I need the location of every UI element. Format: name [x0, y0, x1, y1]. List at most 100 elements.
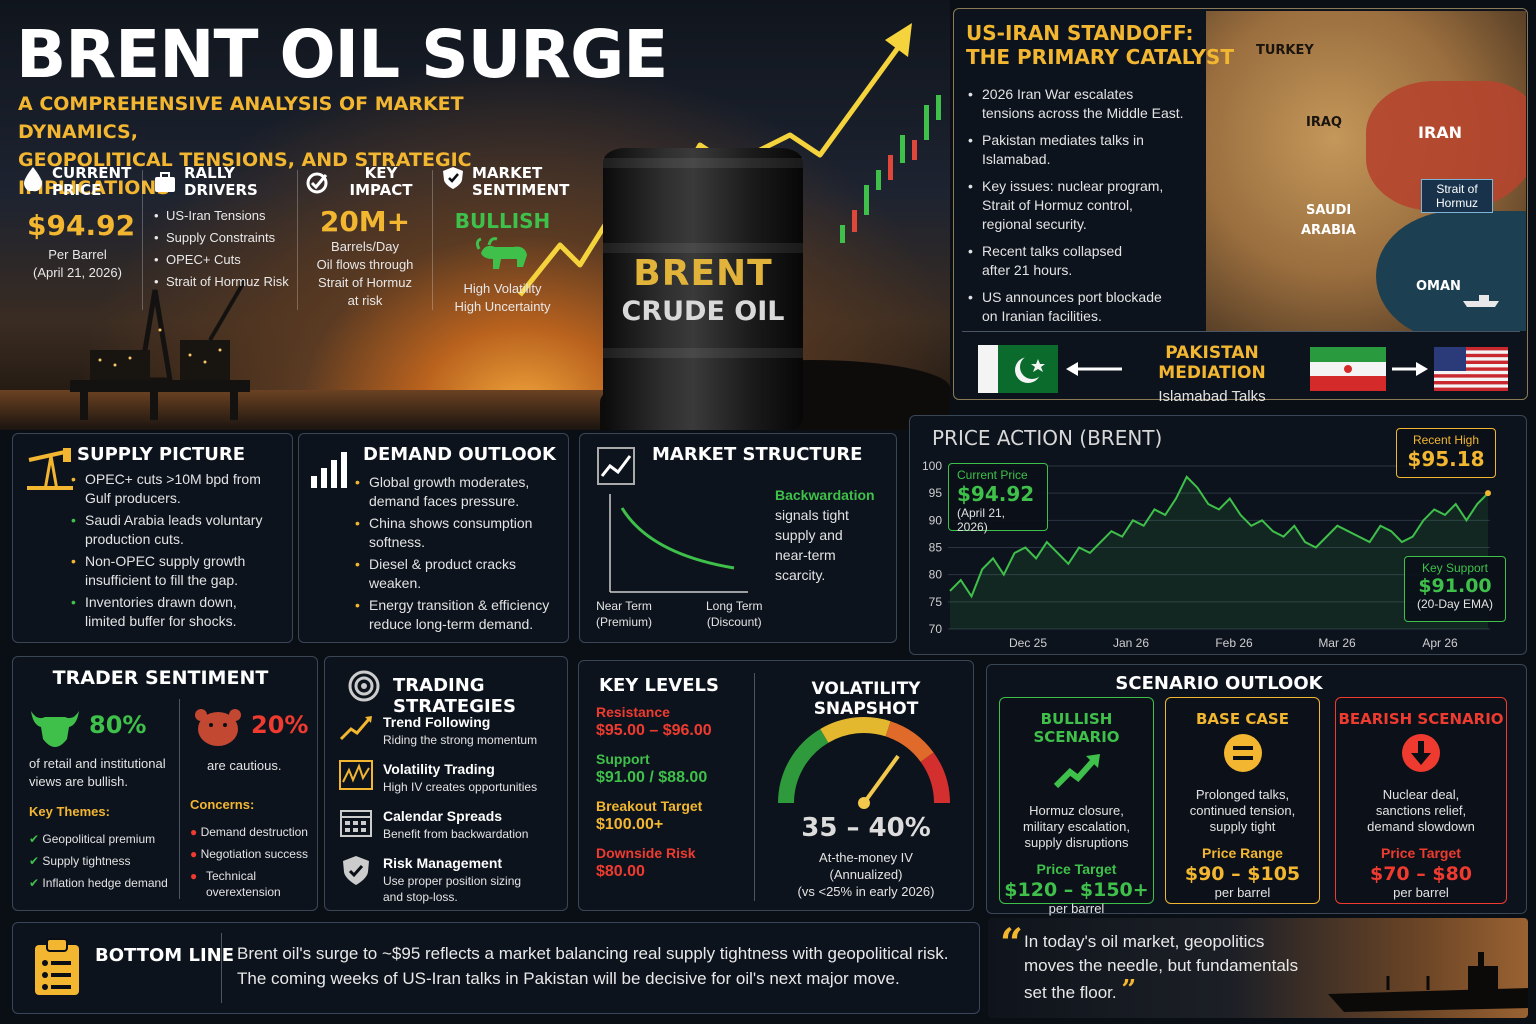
- demand-item: • Energy transition & efficiency reduce lo…: [355, 596, 567, 634]
- standoff-item-line: 2026 Iran War escalates: [982, 86, 1134, 102]
- x-tick-label: Dec 25: [1009, 636, 1047, 650]
- y-tick-label: 100: [922, 459, 942, 473]
- callout-support-value: $91.00: [1418, 575, 1492, 597]
- scenario-desc-line: Prolonged talks,: [1195, 787, 1290, 802]
- strategy-name: Calendar Spreads: [383, 808, 503, 824]
- standoff-title: US-IRAN STANDOFF: THE PRIMARY CATALYST: [966, 21, 1234, 69]
- map-label-saudi: SAUDI: [1306, 203, 1352, 218]
- demand-item-line: reduce long-term demand.: [369, 616, 534, 632]
- standoff-item-line: Recent talks collapsed: [982, 243, 1123, 259]
- downside-label: Downside Risk: [596, 845, 696, 861]
- structure-desc-line: near-term: [775, 547, 836, 563]
- map-label-iran: IRAN: [1418, 123, 1463, 142]
- standoff-list: • 2026 Iran War escalates tensions across …: [968, 85, 1208, 326]
- volatility-icon: [339, 760, 373, 790]
- mediation-title: PAKISTAN MEDIATION: [1158, 343, 1266, 383]
- gauge-segment: [820, 717, 891, 743]
- current-price-head-2: PRICE: [52, 181, 102, 199]
- themes-title: Key Themes:: [29, 804, 110, 819]
- standoff-item-line: regional security.: [982, 216, 1087, 232]
- quote-line: moves the needle, but fundamentals: [1024, 956, 1299, 975]
- standoff-item: • Pakistan mediates talks in Islamabad.: [968, 131, 1208, 169]
- volatility-notes: At-the-money IV (Annualized) (vs <25% in…: [757, 849, 975, 900]
- volatility-value: 35 – 40%: [801, 813, 931, 843]
- arrow-up-right-icon: [1053, 754, 1100, 789]
- current-price-callout: Current Price $94.92 (April 21, 2026): [948, 463, 1048, 534]
- demand-item-line: Diesel & product cracks: [369, 556, 517, 572]
- levels-title: KEY LEVELS: [599, 675, 719, 696]
- bull-desc: of retail and institutional views are bul…: [29, 755, 166, 791]
- scenario-desc-line: continued tension,: [1189, 803, 1296, 818]
- arrow-left-icon: [1066, 362, 1122, 376]
- long-term-label: Long Term (Discount): [706, 598, 762, 630]
- bull-icon: [475, 237, 527, 269]
- demand-item-line: weaken.: [369, 575, 422, 591]
- trader-title: TRADER SENTIMENT: [52, 667, 269, 689]
- tanker-ship-icon: [1328, 952, 1528, 1012]
- price-area: [950, 476, 1488, 629]
- demand-list: • Global growth moderates, demand faces pr…: [355, 473, 567, 634]
- supply-item-line: production cuts.: [85, 531, 184, 547]
- key-impact-line: Oil flows through: [316, 257, 414, 272]
- check-icon: ✔: [29, 832, 40, 846]
- concern-text: Technical: [206, 869, 257, 883]
- scenario-desc-line: military escalation,: [1023, 819, 1130, 834]
- map-label-turkey: TURKEY: [1256, 43, 1314, 58]
- bottom-line-1: Brent oil's surge to ~$95 reflects a mar…: [237, 944, 949, 963]
- supply-item-line: OPEC+ cuts >10M bpd from: [85, 471, 261, 487]
- standoff-item-line: on Iranian facilities.: [982, 308, 1102, 324]
- strategy-item: Trend Following Riding the strong momentu…: [339, 713, 537, 760]
- bull-scenario-title: BULLISH SCENARIO: [1033, 710, 1120, 746]
- standoff-item: • 2026 Iran War escalates tensions across …: [968, 85, 1208, 123]
- structure-desc-line: supply and: [775, 527, 843, 543]
- pakistan-flag-icon: [978, 345, 1058, 393]
- standoff-title-1: US-IRAN STANDOFF:: [966, 21, 1194, 45]
- volatility-title: VOLATILITY SNAPSHOT: [811, 679, 921, 719]
- y-tick-label: 90: [929, 513, 943, 527]
- sentiment-line: High Uncertainty: [454, 299, 551, 314]
- supply-item-line: Gulf producers.: [85, 490, 181, 506]
- arrow-right-icon: [1392, 362, 1428, 376]
- scenario-desc-line: supply tight: [1209, 819, 1276, 834]
- key-impact-line: Barrels/Day: [331, 239, 399, 254]
- long-term-line: Long Term: [706, 599, 763, 613]
- standoff-item-line: Pakistan mediates talks in: [982, 132, 1144, 148]
- gulf-water: [1376, 211, 1526, 331]
- gauge-hub: [858, 797, 870, 809]
- rally-driver-item: OPEC+ Cuts: [152, 249, 297, 271]
- target-icon: [348, 670, 380, 702]
- oil-pump-icon: [27, 448, 73, 490]
- standoff-item-line: tensions across the Middle East.: [982, 105, 1184, 121]
- current-price-stat: CURRENT PRICE $94.92 Per Barrel (April 21…: [20, 165, 135, 282]
- scenario-desc-line: supply disruptions: [1024, 835, 1129, 850]
- supply-item-line: Inventories drawn down,: [85, 594, 237, 610]
- standoff-title-2: THE PRIMARY CATALYST: [966, 45, 1234, 69]
- theme-item: ✔ Geopolitical premium: [29, 828, 168, 850]
- bear-scenario-title: BEARISH SCENARIO: [1338, 710, 1504, 728]
- quote-panel: “ In today's oil market, geopolitics mov…: [988, 918, 1528, 1018]
- long-term-line: (Discount): [706, 615, 762, 629]
- current-price-head-1: CURRENT: [52, 164, 132, 182]
- bear-icon: [195, 709, 241, 746]
- base-price-unit: per barrel: [1214, 885, 1271, 900]
- callout-support-label: Key Support: [1421, 561, 1489, 575]
- concern-text: overextension: [206, 885, 281, 899]
- price-line-chart: 70 75 80 85 90 95 100 Dec 25 Jan 26 Feb 26 Mar 26 A…: [922, 459, 1491, 650]
- arrow-down-icon: [1402, 734, 1440, 772]
- strategy-item: Volatility Trading High IV creates opport…: [339, 760, 537, 807]
- map-label-arabia: ARABIA: [1301, 223, 1356, 238]
- demand-item-line: Energy transition & efficiency: [369, 597, 550, 613]
- latest-price-point: [1485, 490, 1491, 497]
- base-scenario-card: BASE CASE Prolonged talks, continued tens…: [1165, 697, 1320, 904]
- structure-panel: MARKET STRUCTURE Near Term (Premium) Long…: [579, 433, 897, 643]
- near-term-label: Near Term (Premium): [596, 598, 652, 630]
- scenario-desc-line: Nuclear deal,: [1382, 787, 1460, 802]
- standoff-item-line: Key issues: nuclear program,: [982, 178, 1164, 194]
- iran-flag-icon: [1310, 347, 1386, 391]
- shield-check-icon: [343, 856, 369, 885]
- bear-price-value: $70 – $80: [1369, 863, 1473, 885]
- base-scenario-title: BASE CASE: [1196, 710, 1289, 728]
- target-check-icon: [306, 172, 328, 194]
- bar-chart-icon: [311, 452, 347, 488]
- resistance-label: Resistance: [596, 704, 670, 720]
